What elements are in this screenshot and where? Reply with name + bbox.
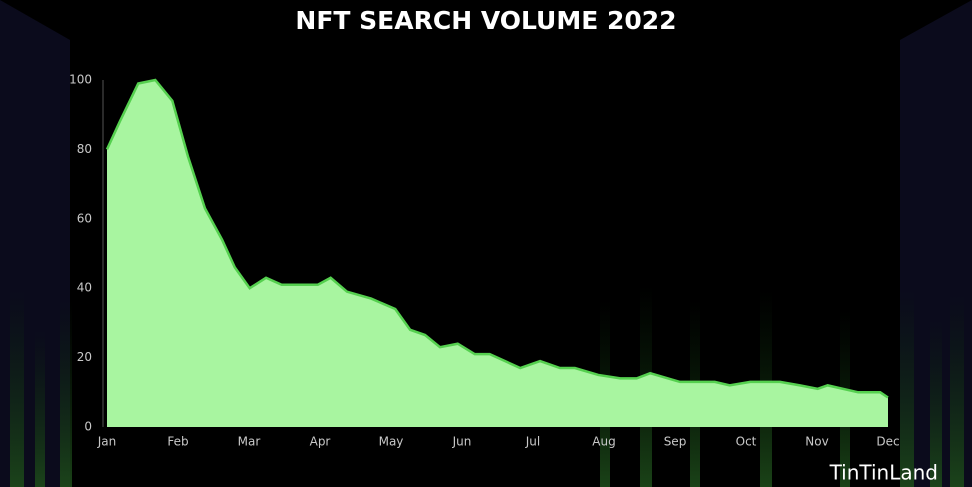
area [107,80,888,427]
x-tick-label: Mar [238,435,261,449]
x-tick-label: Jun [452,435,472,449]
y-tick-label: 40 [77,281,92,295]
x-tick-label: May [379,435,404,449]
x-tick-label: Oct [736,435,757,449]
y-tick-label: 80 [77,142,92,156]
y-tick-label: 20 [77,350,92,364]
watermark: TinTinLand [829,461,938,485]
x-tick-label: Nov [805,435,828,449]
x-tick-label: Jan [97,435,117,449]
x-tick-label: Feb [167,435,188,449]
x-tick-label: Dec [876,435,899,449]
y-tick-label: 0 [84,420,92,434]
x-tick-label: Jul [525,435,540,449]
y-tick-label: 60 [77,211,92,225]
x-tick-label: Apr [310,435,331,449]
area-line [105,78,889,399]
y-tick-label: 100 [69,73,92,87]
chart-title: NFT SEARCH VOLUME 2022 [295,6,676,35]
x-tick-label: Aug [592,435,615,449]
x-tick-label: Sep [664,435,687,449]
